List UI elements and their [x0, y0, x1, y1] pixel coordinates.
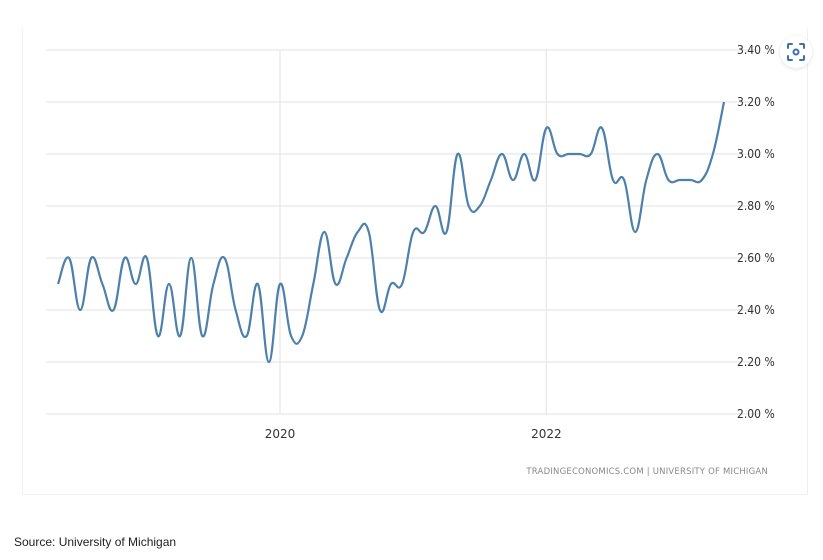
y-tick-label: 2.20 %: [737, 355, 775, 369]
screenshot-focus-icon: [787, 43, 805, 61]
y-tick-label: 2.80 %: [737, 199, 775, 213]
data-points: [58, 102, 724, 362]
x-tick-label: 2022: [531, 427, 562, 441]
y-tick-label: 2.60 %: [737, 251, 775, 265]
y-tick-label: 2.40 %: [737, 303, 775, 317]
chart-card: [22, 28, 808, 495]
x-tick-label: 2020: [265, 427, 296, 441]
y-tick-label: 2.00 %: [737, 407, 775, 421]
attribution: TRADINGECONOMICS.COM | UNIVERSITY OF MIC…: [525, 467, 768, 477]
y-tick-label: 3.40 %: [737, 43, 775, 57]
focus-button[interactable]: [780, 36, 812, 68]
source-note: Source: University of Michigan: [14, 535, 177, 549]
y-tick-label: 3.20 %: [737, 95, 775, 109]
y-tick-label: 3.00 %: [737, 147, 775, 161]
series-line: [56, 101, 726, 364]
